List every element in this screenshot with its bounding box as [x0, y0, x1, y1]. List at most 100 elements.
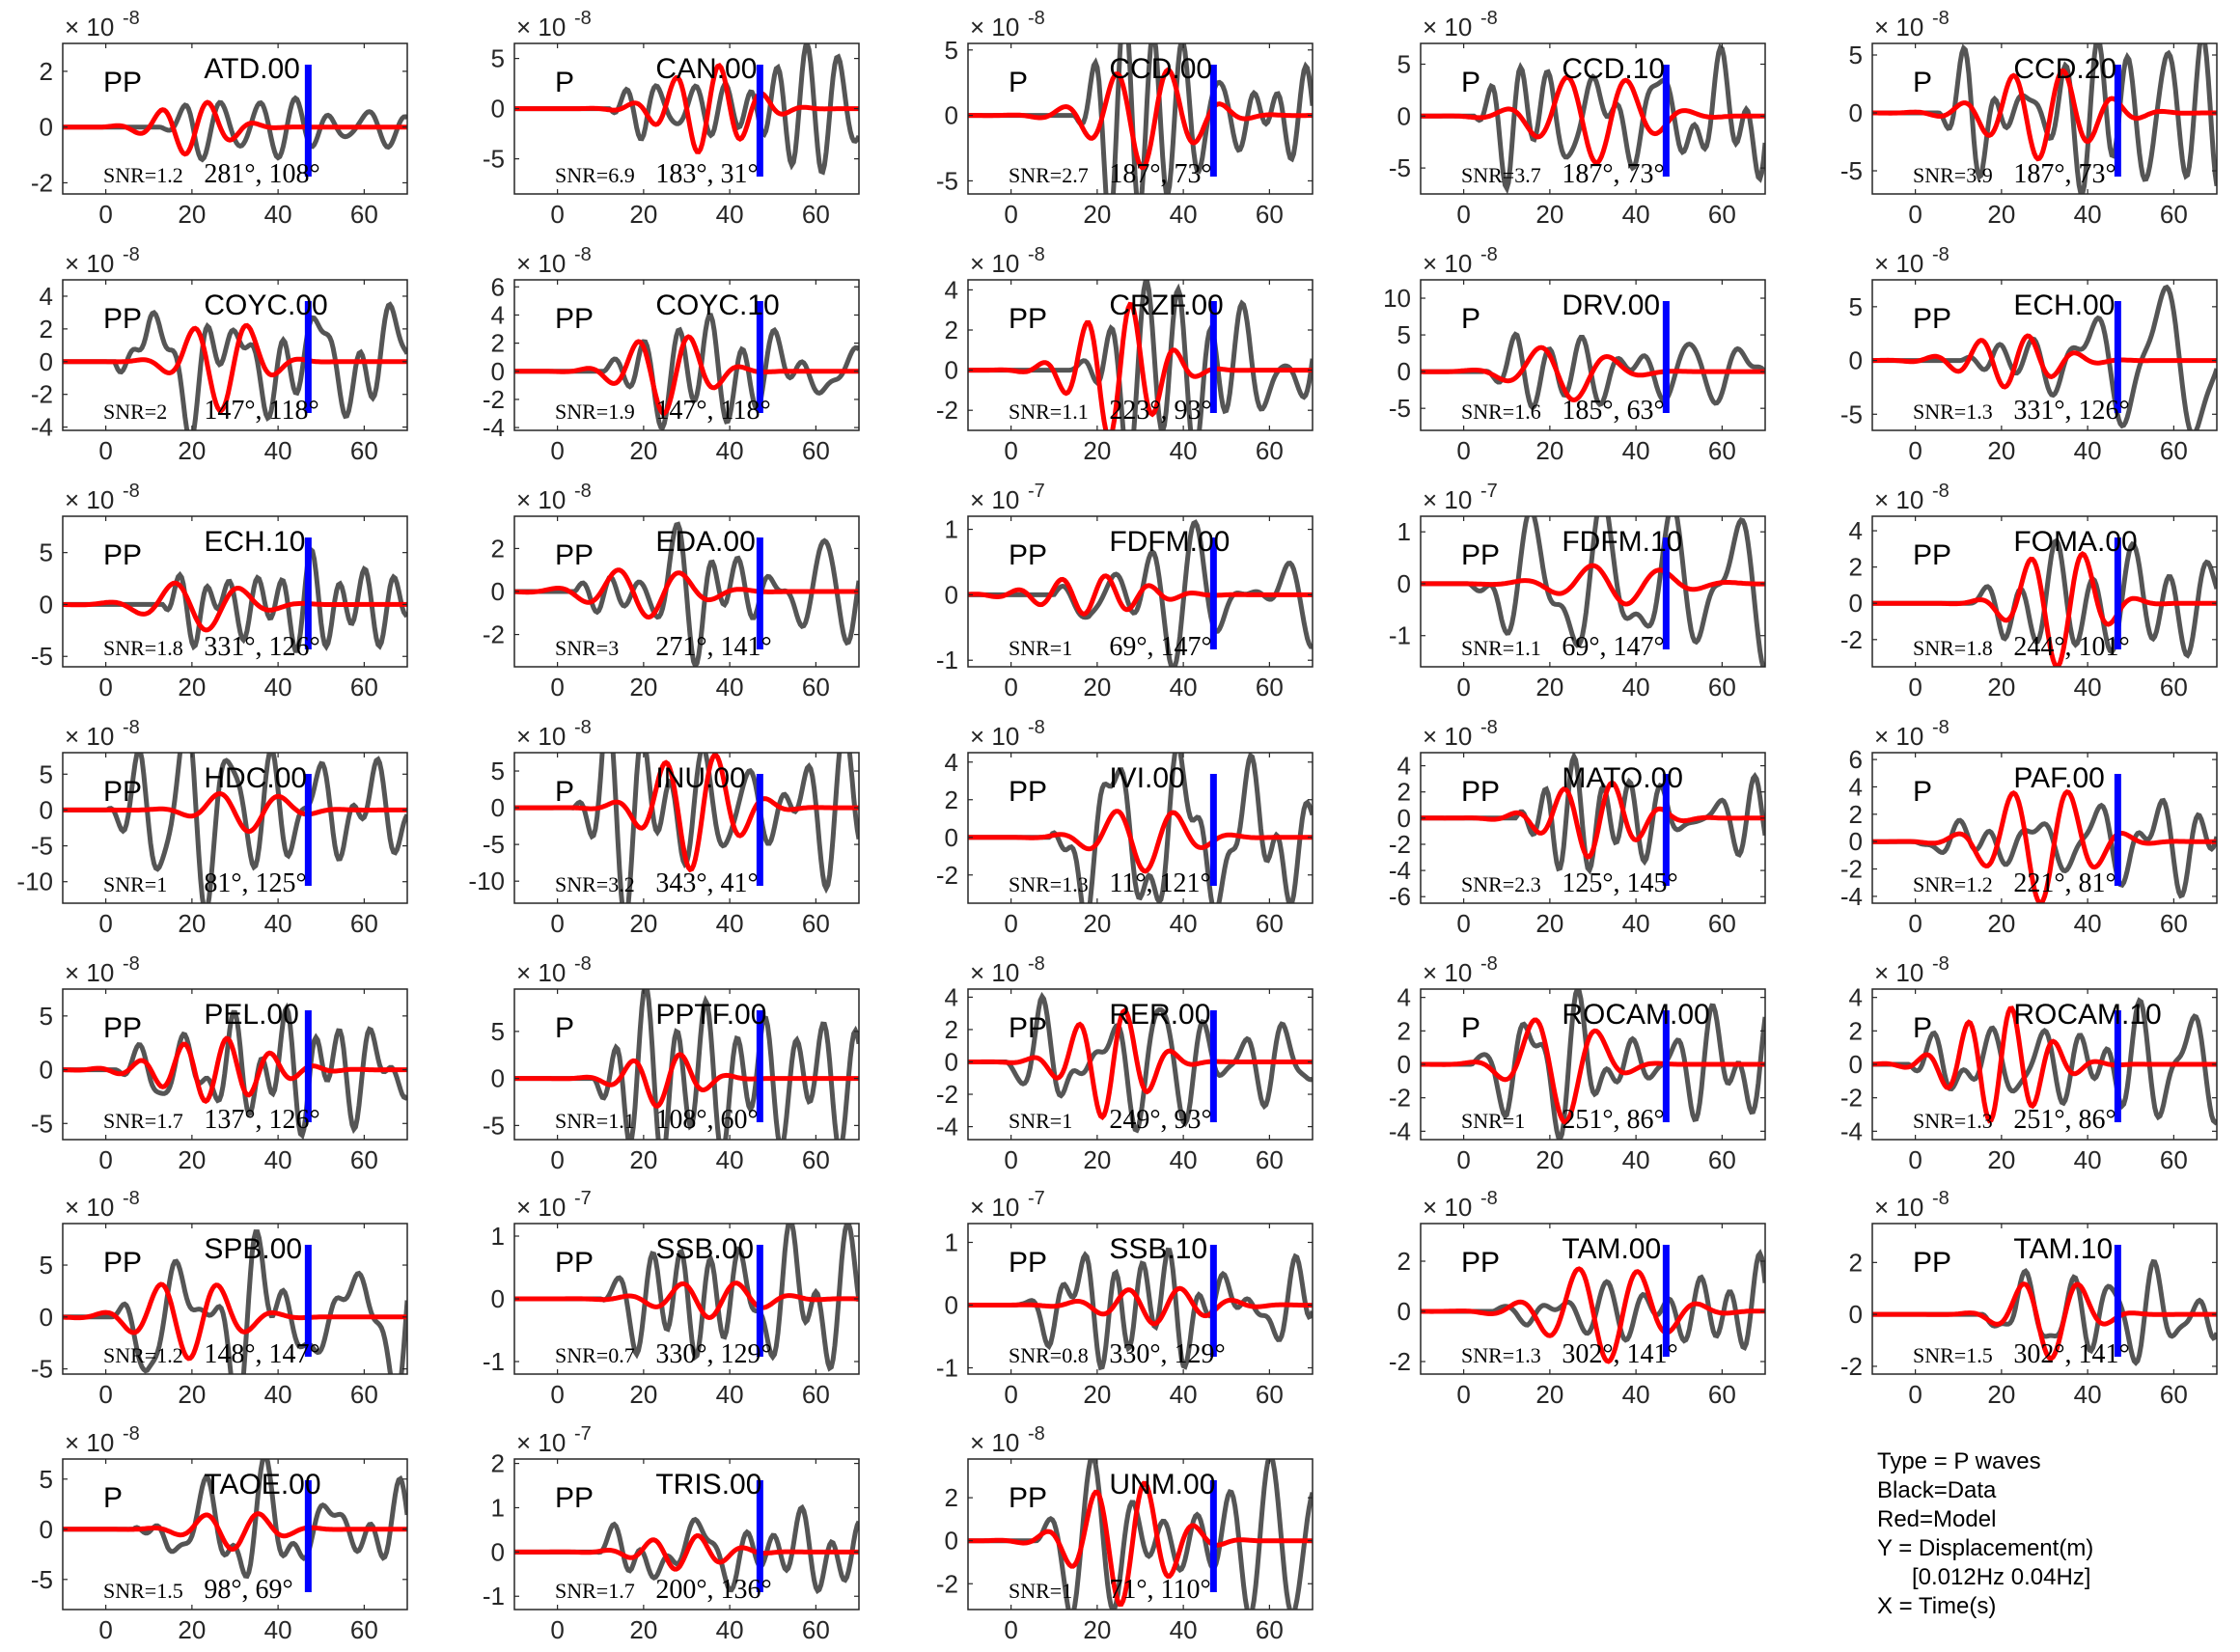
angles-label: 185°, 63° [1562, 396, 1664, 426]
axes-box [62, 1458, 408, 1611]
x-tick-label: 60 [1708, 673, 1736, 702]
y-exponent: × 10 [516, 1428, 566, 1457]
axes-box [1871, 42, 2218, 195]
x-tick-label: 40 [716, 436, 744, 465]
y-exponent-power: -8 [123, 1188, 140, 1209]
y-tick-label: 4 [945, 748, 958, 777]
model-trace [514, 63, 859, 154]
x-tick-label: 20 [629, 436, 657, 465]
y-tick-label: 2 [40, 57, 53, 86]
y-tick-label: 5 [1397, 50, 1411, 79]
x-tick-label: 60 [802, 1145, 830, 1174]
x-tick-label: 40 [2074, 436, 2102, 465]
axes-box [1420, 42, 1766, 195]
x-tick-label: 0 [1456, 1145, 1470, 1174]
x-tick-label: 40 [2074, 909, 2102, 938]
axes-box [1420, 752, 1766, 904]
panel-ech-00: 0 20 40 60 -5 0 5 × 10 -8 ECH.00 PP SNR=1.3 331°, 12… [1840, 244, 2218, 465]
x-tick-label: 20 [178, 200, 206, 229]
angles-label: 251°, 86° [2013, 1105, 2116, 1135]
y-exponent: × 10 [1423, 249, 1472, 278]
y-tick-label: 5 [1397, 320, 1411, 349]
y-tick-label: -1 [936, 1354, 958, 1383]
y-tick-label: -5 [31, 1355, 53, 1384]
y-exponent: × 10 [516, 958, 566, 987]
axes-box [1871, 279, 2218, 431]
y-tick-label: 5 [491, 1017, 505, 1046]
y-tick-label: 0 [945, 356, 958, 385]
x-tick-label: 0 [1908, 673, 1922, 702]
y-tick-label: -2 [1389, 1084, 1411, 1113]
axes-box [513, 279, 860, 431]
model-trace [1421, 1017, 1765, 1125]
x-tick-label: 20 [1987, 909, 2015, 938]
phase-label: PP [1009, 776, 1047, 808]
y-exponent-power: -8 [123, 244, 140, 265]
y-exponent: × 10 [1874, 485, 1923, 514]
y-tick-label: 2 [945, 1015, 958, 1044]
y-exponent: × 10 [1874, 1193, 1923, 1222]
x-tick-label: 60 [802, 909, 830, 938]
angles-label: 330°, 129° [655, 1339, 771, 1369]
data-trace [63, 753, 407, 903]
y-exponent-power: -8 [123, 1423, 140, 1445]
panel-rer-00: 0 20 40 60 -4 -2 0 2 4 × 10 -8 RER.00 PP SNR=1 249°, 9… [936, 953, 1314, 1174]
x-tick-label: 40 [1170, 1145, 1198, 1174]
y-tick-label: 4 [40, 282, 53, 311]
station-label: PPTF.00 [655, 999, 766, 1031]
y-tick-label: -5 [483, 830, 505, 859]
y-exponent-power: -8 [574, 8, 592, 29]
snr-label: SNR=2.3 [1461, 872, 1541, 896]
station-label: CCD.10 [1562, 53, 1665, 85]
y-exponent: × 10 [970, 1193, 1019, 1222]
y-tick-label: 0 [491, 577, 505, 606]
angles-label: 81°, 125° [204, 868, 306, 898]
y-tick-label: -2 [936, 396, 958, 425]
x-tick-label: 40 [716, 1615, 744, 1644]
model-trace [968, 573, 1313, 617]
x-tick-label: 20 [1083, 1145, 1111, 1174]
y-tick-label: 0 [40, 347, 53, 376]
model-trace [1421, 344, 1765, 403]
x-tick-label: 0 [1456, 436, 1470, 465]
station-label: EDA.00 [655, 526, 755, 558]
phase-label: P [555, 776, 574, 808]
snr-label: SNR=1.2 [103, 163, 183, 187]
x-tick-label: 20 [1535, 673, 1563, 702]
panel-hdc-00: 0 20 40 60 -10 -5 0 5 × 10 -8 HDC.00 PP SNR=1 81°, 12… [16, 717, 408, 938]
panel-inu-00: 0 20 40 60 -10 -5 0 5 × 10 -8 INU.00 P SNR=3.2 343°, … [468, 717, 860, 938]
y-tick-label: 0 [491, 1284, 505, 1313]
x-tick-label: 0 [98, 1615, 112, 1644]
y-exponent-power: -8 [123, 8, 140, 29]
y-tick-label: 0 [1849, 1300, 1863, 1329]
angles-label: 108°, 60° [655, 1105, 758, 1135]
y-tick-label: 5 [1849, 292, 1863, 321]
y-tick-label: 0 [1397, 1297, 1411, 1326]
angles-label: 137°, 126° [204, 1105, 319, 1135]
x-tick-label: 20 [1083, 436, 1111, 465]
snr-label: SNR=1 [1009, 1109, 1072, 1133]
y-tick-label: -2 [1840, 625, 1863, 654]
x-tick-label: 40 [1170, 436, 1198, 465]
phase-label: P [1461, 303, 1480, 335]
x-tick-label: 0 [1908, 1380, 1922, 1409]
model-trace [968, 301, 1313, 430]
axes-box [513, 1458, 860, 1611]
panel-spb-00: 0 20 40 60 -5 0 5 × 10 -8 SPB.00 PP SNR=1.2 148°, 14… [31, 1188, 408, 1409]
y-exponent-power: -8 [123, 717, 140, 738]
panel-tam-00: 0 20 40 60 -2 0 2 × 10 -8 TAM.00 PP SNR=1.3 302°, 14… [1389, 1188, 1766, 1409]
x-tick-label: 20 [1987, 436, 2015, 465]
snr-label: SNR=1 [1009, 1579, 1072, 1603]
y-exponent: × 10 [65, 958, 114, 987]
y-tick-label: 0 [1397, 804, 1411, 833]
y-tick-label: 5 [1849, 41, 1863, 69]
station-label: FDFM.10 [1562, 526, 1682, 558]
y-tick-label: -2 [936, 861, 958, 890]
model-trace [63, 790, 407, 835]
phase-label: PP [1461, 776, 1500, 808]
axes-box [62, 42, 408, 195]
legend-x: X = Time(s) [1877, 1593, 1997, 1619]
